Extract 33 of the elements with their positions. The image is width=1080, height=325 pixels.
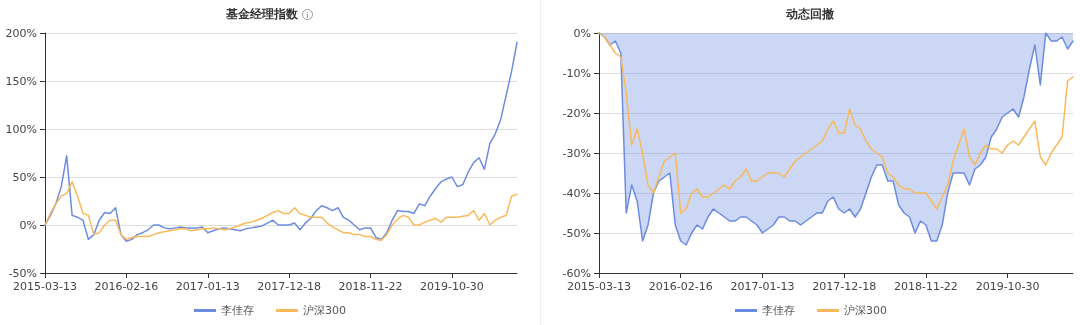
y-tick-label: 0% [19,218,37,232]
x-tick-label: 2015-03-13 [566,280,631,293]
x-tick-label: 2017-01-13 [175,280,240,293]
y-tick-label: -40% [562,186,591,200]
y-tick-label: -20% [562,106,591,120]
legend-label: 沪深300 [303,304,346,317]
line-series [44,41,518,243]
x-tick-label: 2015-03-13 [13,280,77,293]
y-tick-label: -30% [562,146,591,160]
x-tick-label: 2016-02-16 [94,280,159,293]
y-tick-label: 50% [12,170,37,184]
chart-title: 基金经理指数 [226,6,299,23]
y-tick-label: -50% [8,266,37,280]
x-tick-label: 2016-02-16 [648,280,713,293]
y-tick-label: 0% [573,26,591,40]
x-tick-label: 2019-10-30 [419,280,484,293]
x-tick-label: 2018-11-22 [893,280,958,293]
y-tick-label: 200% [5,26,37,40]
x-tick-label: 2017-12-18 [811,280,876,293]
x-tick-label: 2017-01-13 [729,280,794,293]
y-tick-label: 150% [5,74,37,88]
line-series [44,181,518,242]
x-tick-label: 2018-11-22 [338,280,403,293]
legend-label: 李佳存 [761,304,795,317]
y-tick-label: -50% [562,226,591,240]
legend-label: 沪深300 [843,304,887,317]
y-tick-label: -10% [562,66,591,80]
x-tick-label: 2019-10-30 [975,280,1040,293]
legend-label: 李佳存 [221,304,254,317]
y-tick-label: 100% [5,122,37,136]
chart-title: 动态回撤 [786,6,835,23]
x-tick-label: 2017-12-18 [257,280,322,293]
y-tick-label: -60% [562,266,591,280]
